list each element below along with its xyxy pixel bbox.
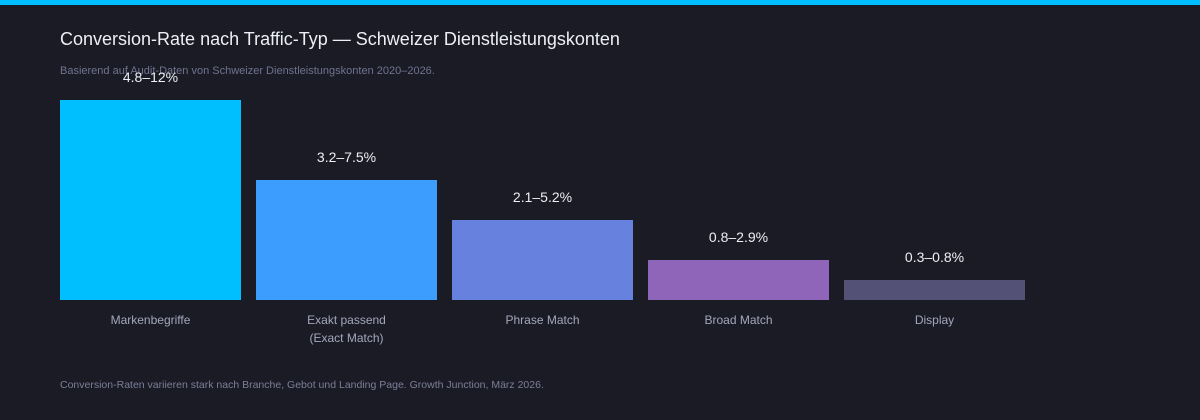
- category-label-0: Markenbegriffe: [111, 313, 191, 327]
- bar-2: [452, 220, 633, 300]
- bar-value-label-3: 0.8–2.9%: [709, 229, 768, 245]
- bar-3: [648, 260, 829, 300]
- accent-top-bar: [0, 0, 1200, 5]
- chart-footnote: Conversion-Raten variieren stark nach Br…: [60, 379, 544, 391]
- bar-value-label-0: 4.8–12%: [123, 69, 178, 85]
- bar-0: [60, 100, 241, 300]
- bar-1: [256, 180, 437, 300]
- category-label-1-line-1: (Exact Match): [309, 331, 383, 345]
- category-label-3: Broad Match: [704, 313, 772, 327]
- category-label-1-line-0: Exakt passend: [307, 313, 386, 327]
- bar-chart: 4.8–12% Markenbegriffe 3.2–7.5% Exakt passe…: [60, 69, 1025, 345]
- bar-value-label-2: 2.1–5.2%: [513, 189, 572, 205]
- bar-4: [844, 280, 1025, 300]
- bar-value-label-1: 3.2–7.5%: [317, 149, 376, 165]
- category-label-4: Display: [915, 313, 954, 327]
- chart-title: Conversion-Rate nach Traffic-Typ — Schwe…: [60, 29, 620, 49]
- bar-value-label-4: 0.3–0.8%: [905, 249, 964, 265]
- category-label-2: Phrase Match: [505, 313, 579, 327]
- chart-subtitle: Basierend auf Audit-Daten von Schweizer …: [60, 65, 435, 77]
